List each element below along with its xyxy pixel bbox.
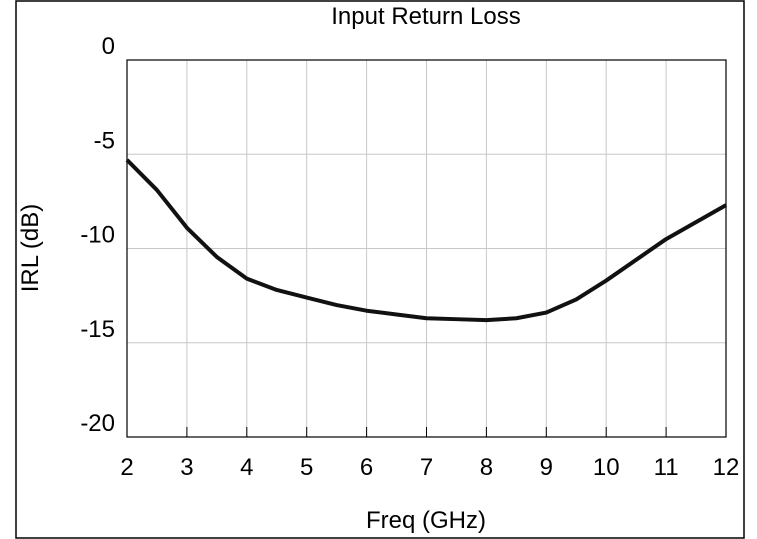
y-tick-label: 0 <box>102 33 115 60</box>
x-tick-label: 2 <box>120 454 133 481</box>
plot-area <box>126 59 727 438</box>
x-tick-label: 11 <box>654 454 679 481</box>
y-axis-label: IRL (dB) <box>17 204 44 292</box>
y-tick-label: -15 <box>80 316 115 343</box>
x-tick-label: 12 <box>713 454 740 481</box>
y-tick-label: -5 <box>94 127 115 154</box>
x-tick-label: 4 <box>240 454 253 481</box>
x-tick-label: 3 <box>180 454 193 481</box>
data-line <box>125 158 727 323</box>
x-tick-label: 6 <box>360 454 373 481</box>
x-axis-label: Freq (GHz) <box>366 507 486 534</box>
y-tick-label: -10 <box>80 222 115 249</box>
x-tick-label: 9 <box>540 454 553 481</box>
x-tick-label: 8 <box>480 454 493 481</box>
chart-title: Input Return Loss <box>331 3 520 30</box>
x-tick-label: 10 <box>593 454 620 481</box>
y-tick-label: -20 <box>80 410 115 437</box>
x-tick-label: 7 <box>420 454 433 481</box>
x-tick-label: 5 <box>300 454 313 481</box>
